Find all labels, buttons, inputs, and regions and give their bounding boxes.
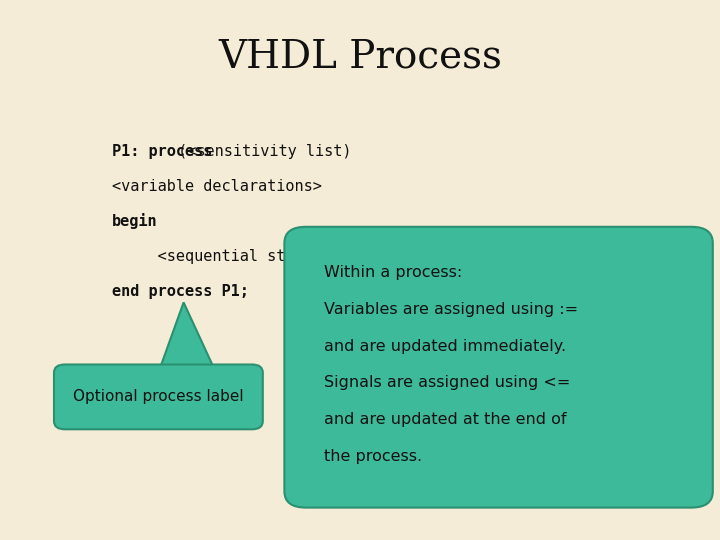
Text: Signals are assigned using <=: Signals are assigned using <= bbox=[324, 375, 570, 390]
FancyBboxPatch shape bbox=[284, 227, 713, 508]
Text: end process P1;: end process P1; bbox=[112, 284, 248, 299]
Text: <sequential statements>: <sequential statements> bbox=[112, 249, 367, 264]
Text: Optional process label: Optional process label bbox=[73, 389, 243, 404]
Text: (<sensitivity list): (<sensitivity list) bbox=[168, 144, 351, 159]
Text: P1: process: P1: process bbox=[112, 144, 212, 159]
Text: Variables are assigned using :=: Variables are assigned using := bbox=[324, 302, 578, 317]
Text: <variable declarations>: <variable declarations> bbox=[112, 179, 321, 194]
Text: Within a process:: Within a process: bbox=[324, 265, 462, 280]
Polygon shape bbox=[158, 302, 216, 373]
Text: the process.: the process. bbox=[324, 449, 422, 464]
Text: VHDL Process: VHDL Process bbox=[218, 38, 502, 75]
FancyBboxPatch shape bbox=[54, 364, 263, 429]
Text: and are updated at the end of: and are updated at the end of bbox=[324, 412, 567, 427]
Text: begin: begin bbox=[112, 213, 157, 230]
Text: and are updated immediately.: and are updated immediately. bbox=[324, 339, 566, 354]
